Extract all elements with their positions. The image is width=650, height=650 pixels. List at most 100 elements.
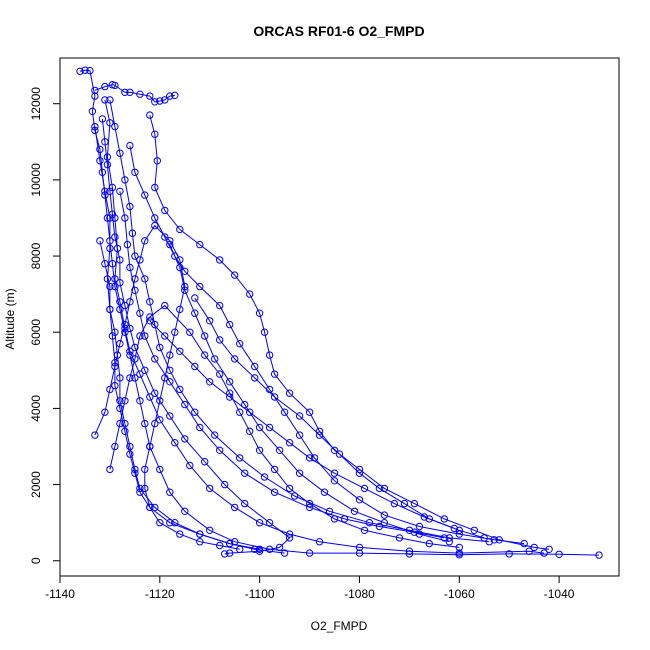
data-point <box>111 381 119 390</box>
data-point <box>455 530 463 538</box>
data-point <box>191 408 199 416</box>
y-tick-label: 8000 <box>29 242 43 269</box>
data-point <box>330 469 339 477</box>
data-point <box>305 408 314 416</box>
data-point <box>111 282 119 291</box>
data-point <box>136 484 144 493</box>
series-11 <box>91 221 244 553</box>
data-point <box>285 439 294 447</box>
series-line <box>169 244 450 543</box>
data-point <box>111 122 119 131</box>
series-13 <box>191 294 488 542</box>
y-tick-label: 12000 <box>29 87 43 121</box>
data-point <box>410 528 419 536</box>
data-point <box>196 282 204 291</box>
series-4 <box>126 141 528 548</box>
data-point <box>420 513 428 521</box>
data-point <box>375 522 384 531</box>
data-point <box>126 88 134 97</box>
data-point <box>525 547 533 555</box>
data-point <box>445 534 453 542</box>
data-point <box>96 145 104 154</box>
data-point <box>231 503 239 512</box>
data-point <box>191 362 199 371</box>
data-point <box>151 503 159 512</box>
data-point <box>76 67 84 76</box>
data-point <box>116 149 124 157</box>
data-point <box>128 229 137 237</box>
data-point <box>355 469 364 477</box>
data-point <box>251 545 259 553</box>
data-point <box>108 260 117 268</box>
data-point <box>236 408 244 416</box>
data-point <box>196 530 204 538</box>
data-point <box>103 160 112 169</box>
data-point <box>176 305 184 314</box>
data-point <box>415 530 424 538</box>
data-point <box>111 214 119 222</box>
data-point <box>151 98 159 106</box>
data-point <box>141 191 149 199</box>
data-point <box>265 351 274 359</box>
data-point <box>305 549 314 557</box>
series-line <box>79 69 600 556</box>
data-point <box>196 240 204 249</box>
data-point <box>196 538 204 546</box>
data-point <box>440 515 448 523</box>
data-point <box>98 115 107 123</box>
x-tick-label: -1080 <box>344 587 375 601</box>
series-14 <box>166 240 453 546</box>
series-5 <box>98 115 294 558</box>
x-tick-label: -1140 <box>45 587 75 601</box>
data-point <box>131 275 139 283</box>
data-point <box>440 534 448 542</box>
data-point <box>226 320 234 329</box>
data-point <box>131 252 139 260</box>
data-point <box>176 385 184 394</box>
data-point <box>101 187 109 196</box>
data-point <box>131 355 139 363</box>
data-point <box>126 298 134 306</box>
series-line <box>94 224 240 550</box>
data-point <box>161 332 169 340</box>
data-point <box>111 275 119 283</box>
series-line <box>94 126 260 550</box>
data-point <box>181 507 189 515</box>
data-point <box>355 549 364 557</box>
data-point <box>141 275 149 283</box>
data-point <box>315 538 324 546</box>
data-point <box>156 397 164 405</box>
data-point <box>355 543 364 552</box>
data-point <box>141 332 149 340</box>
data-point <box>176 263 184 272</box>
series-line <box>149 320 455 529</box>
data-point <box>166 351 174 359</box>
data-point <box>156 519 164 527</box>
data-point <box>380 511 389 519</box>
data-point <box>270 370 279 378</box>
data-point <box>91 122 99 131</box>
data-point <box>201 351 209 359</box>
data-point <box>246 427 254 435</box>
data-point <box>156 343 164 352</box>
data-point <box>146 503 154 512</box>
data-point <box>251 374 259 382</box>
data-point <box>116 374 124 382</box>
data-point <box>156 465 164 474</box>
data-point <box>126 202 134 211</box>
data-point <box>106 305 114 314</box>
data-point <box>103 214 112 222</box>
data-point <box>106 385 114 394</box>
data-point <box>325 507 334 515</box>
data-point <box>166 240 174 249</box>
data-point <box>295 469 304 477</box>
data-point <box>106 187 114 196</box>
data-point <box>186 328 194 336</box>
data-point <box>255 309 264 317</box>
data-point <box>365 519 374 527</box>
data-point <box>171 519 179 527</box>
data-point <box>151 221 159 230</box>
data-point <box>485 538 493 546</box>
series-1 <box>91 81 179 106</box>
